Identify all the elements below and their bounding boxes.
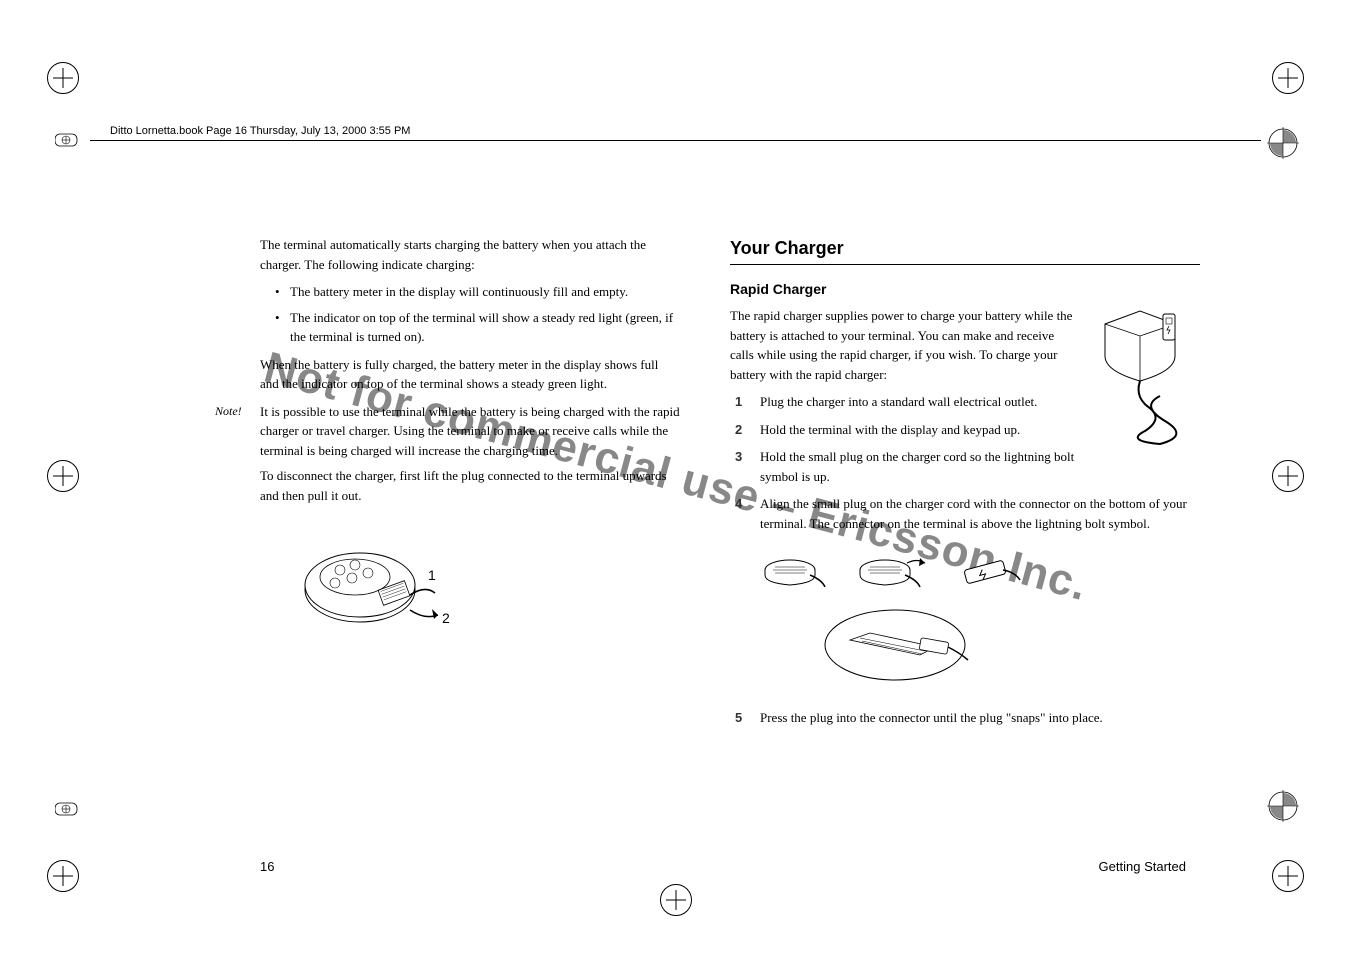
charged-text: When the battery is fully charged, the b… [260, 355, 680, 394]
numbered-list-2: 5Press the plug into the connector until… [730, 708, 1200, 728]
note-block: Note! It is possible to use the terminal… [260, 402, 680, 461]
crop-mark-tr2 [1267, 127, 1299, 164]
step-1: 1Plug the charger into a standard wall e… [760, 392, 1200, 412]
bullet-2: The indicator on top of the terminal wil… [290, 308, 680, 347]
crop-mark-tl [47, 62, 79, 94]
bullet-list: The battery meter in the display will co… [260, 282, 680, 347]
crop-mark-tr [1272, 62, 1304, 94]
section-underline [730, 264, 1200, 265]
step-4: 4Align the small plug on the charger cor… [760, 494, 1200, 533]
disconnect-text: To disconnect the charger, first lift th… [260, 466, 680, 505]
crop-mark-bl2 [55, 799, 83, 824]
crop-mark-tl2 [55, 130, 83, 155]
step-3: 3Hold the small plug on the charger cord… [760, 447, 1200, 486]
crop-mark-br [1272, 860, 1304, 892]
svg-text:1: 1 [428, 567, 436, 583]
crop-mark-bl [47, 860, 79, 892]
step-3-text: Hold the small plug on the charger cord … [760, 449, 1074, 484]
page-number: 16 [260, 859, 274, 874]
header-filename: Ditto Lornetta.book Page 16 Thursday, Ju… [110, 125, 410, 137]
svg-text:2: 2 [442, 610, 450, 626]
step-5: 5Press the plug into the connector until… [760, 708, 1200, 728]
bullet-1: The battery meter in the display will co… [290, 282, 680, 302]
plug-illustration [750, 545, 1200, 696]
step-2: 2Hold the terminal with the display and … [760, 420, 1200, 440]
crop-mark-mr [1272, 460, 1304, 492]
section-title: Your Charger [730, 235, 1200, 262]
step-4-text: Align the small plug on the charger cord… [760, 496, 1187, 531]
left-column: The terminal automatically starts chargi… [260, 235, 680, 735]
note-text: It is possible to use the terminal while… [260, 402, 680, 461]
device-illustration: 1 2 [290, 515, 680, 651]
rapid-block: The rapid charger supplies power to char… [730, 306, 1200, 384]
crop-mark-br2 [1267, 790, 1299, 827]
footer-right: Getting Started [1099, 859, 1186, 874]
intro-text: The terminal automatically starts chargi… [260, 235, 680, 274]
header-rule [90, 140, 1261, 141]
right-column: Your Charger Rapid Charger The rapid cha… [730, 235, 1200, 735]
step-5-text: Press the plug into the connector until … [760, 710, 1103, 725]
note-label: Note! [215, 402, 242, 420]
crop-mark-ml [47, 460, 79, 492]
subsection-title: Rapid Charger [730, 279, 1200, 300]
crop-mark-bc [660, 884, 692, 916]
step-1-text: Plug the charger into a standard wall el… [760, 394, 1037, 409]
step-2-text: Hold the terminal with the display and k… [760, 422, 1020, 437]
